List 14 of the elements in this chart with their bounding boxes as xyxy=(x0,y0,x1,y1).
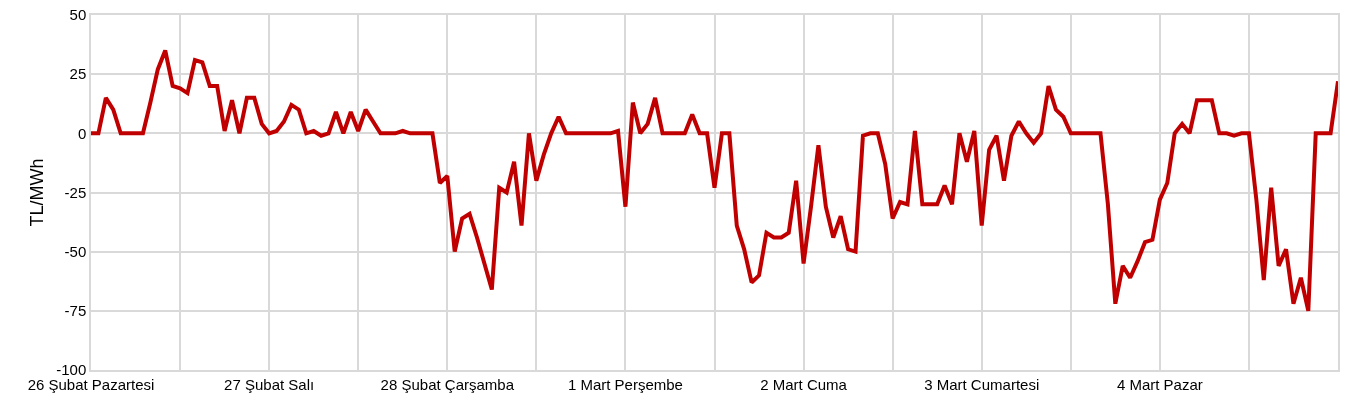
y-tick-label: -75 xyxy=(64,302,87,320)
x-tick-label: 27 Şubat Salı xyxy=(224,375,315,393)
x-tick-label: 2 Mart Cuma xyxy=(760,375,848,393)
y-tick-label: 0 xyxy=(77,124,87,142)
y-axis-title: TL/MWh xyxy=(26,158,47,227)
y-tick-label: -50 xyxy=(64,242,87,260)
x-tick-label: 3 Mart Cumartesi xyxy=(924,375,1040,393)
x-tick-label: 4 Mart Pazar xyxy=(1116,375,1203,393)
y-tick-label: 50 xyxy=(69,6,87,24)
y-tick-label: -25 xyxy=(64,183,87,201)
x-tick-label: 1 Mart Perşembe xyxy=(567,375,683,393)
x-tick-label: 28 Şubat Çarşamba xyxy=(380,375,515,393)
y-tick-label: 25 xyxy=(69,65,87,83)
line-series xyxy=(91,48,1338,313)
